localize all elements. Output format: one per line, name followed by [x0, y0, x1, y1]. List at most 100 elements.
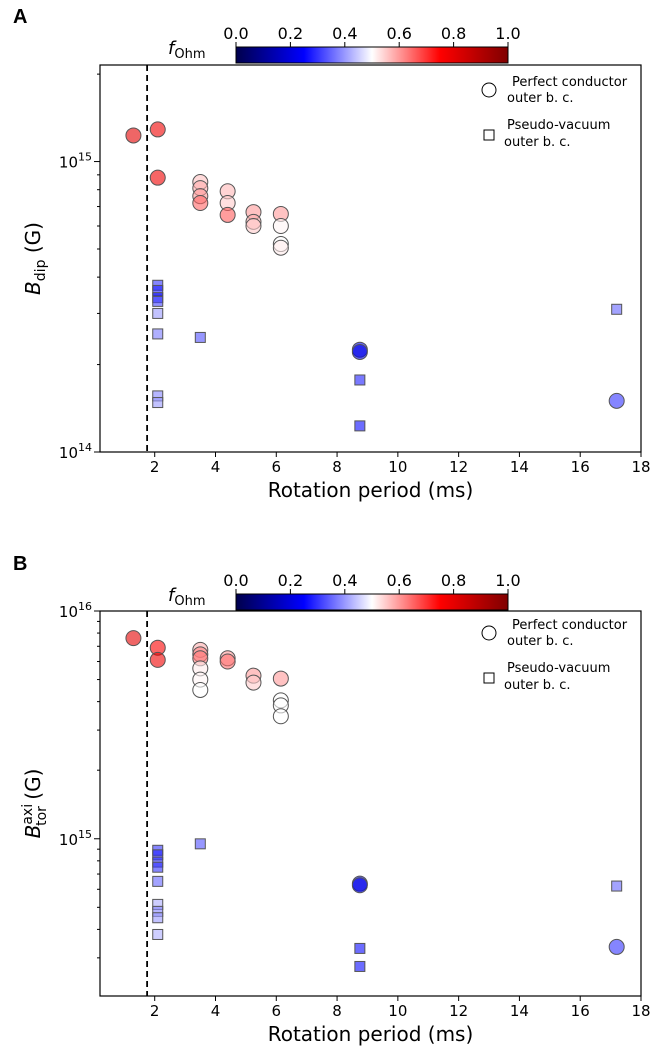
- y-axis-label: Baxitor (G): [20, 769, 50, 839]
- legend-pc-line1: Perfect conductor: [512, 618, 628, 633]
- legend-square-marker: [483, 672, 495, 684]
- data-point-circle: [219, 206, 236, 223]
- y-tick-label: 1015: [59, 828, 92, 849]
- colorbar-tick-label: 0.6: [386, 24, 411, 43]
- panel-letter: B: [13, 553, 27, 575]
- data-point-circle: [245, 674, 262, 691]
- legend-circle-marker: [481, 625, 497, 641]
- data-point-circle: [125, 127, 142, 144]
- data-point-square: [152, 912, 164, 924]
- data-point-circle: [219, 653, 236, 670]
- data-point-circle: [125, 630, 142, 647]
- data-point-square: [152, 307, 164, 319]
- x-axis-label: Rotation period (ms): [268, 1022, 474, 1046]
- data-point-square: [152, 295, 164, 307]
- data-point-circle: [608, 938, 625, 955]
- x-tick-label: 10: [388, 1002, 407, 1020]
- data-point-circle: [272, 670, 289, 687]
- colorbar: fOhm 0.0 0.2 0.4 0.6 0.8 1.0: [168, 571, 521, 611]
- colorbar-tick-label: 0.0: [223, 571, 248, 590]
- x-tick-label: 6: [272, 458, 282, 476]
- colorbar-tick-label: 0.8: [441, 571, 466, 590]
- y-tick-label: 1014: [59, 441, 92, 462]
- data-point-circle: [192, 194, 209, 211]
- data-point-circle: [149, 121, 166, 138]
- x-tick-label: 8: [332, 1002, 342, 1020]
- data-point-square: [354, 960, 366, 972]
- x-tick-label: 12: [449, 1002, 468, 1020]
- data-point-square: [152, 397, 164, 409]
- x-tick-label: 2: [150, 1002, 160, 1020]
- data-point-circle: [608, 392, 625, 409]
- x-axis-label: Rotation period (ms): [268, 478, 474, 502]
- data-point-square: [354, 374, 366, 386]
- data-point-square: [152, 328, 164, 340]
- data-point-square: [152, 928, 164, 940]
- plot-frame: [99, 610, 642, 997]
- data-point-square: [354, 942, 366, 954]
- colorbar: fOhm 0.0 0.2 0.4 0.6 0.8 1.0: [168, 24, 521, 64]
- colorbar-label: fOhm: [168, 38, 205, 62]
- colorbar-tick-label: 0.2: [278, 24, 303, 43]
- x-tick-label: 14: [510, 458, 529, 476]
- x-tick-label: 4: [211, 458, 221, 476]
- colorbar-gradient: [235, 46, 509, 64]
- data-point-circle: [351, 877, 368, 894]
- data-point-circle: [272, 239, 289, 256]
- x-tick-label: 8: [332, 458, 342, 476]
- data-point-square: [194, 331, 206, 343]
- x-tick-label: 18: [631, 1002, 650, 1020]
- x-tick-label: 2: [150, 458, 160, 476]
- legend-pv-line1: Pseudo-vacuum: [507, 118, 610, 133]
- data-point-square: [152, 861, 164, 873]
- data-point-circle: [245, 217, 262, 234]
- data-point-circle: [192, 681, 209, 698]
- legend-pv-line2: outer b. c.: [504, 678, 571, 693]
- colorbar-tick-label: 0.2: [278, 571, 303, 590]
- x-tick-label: 16: [571, 458, 590, 476]
- x-tick-label: 14: [510, 1002, 529, 1020]
- colorbar-tick-label: 0.4: [332, 571, 357, 590]
- legend-pc-line2: outer b. c.: [507, 91, 574, 106]
- legend-circle-marker: [481, 82, 497, 98]
- x-tick-label: 6: [272, 1002, 282, 1020]
- colorbar-tick-label: 1.0: [495, 571, 520, 590]
- data-point-circle: [272, 708, 289, 725]
- x-tick-label: 18: [631, 458, 650, 476]
- data-point-square: [194, 838, 206, 850]
- y-tick-label: 1016: [59, 600, 92, 621]
- colorbar-label: fOhm: [168, 585, 205, 609]
- colorbar-tick-label: 0.8: [441, 24, 466, 43]
- legend-pv-line2: outer b. c.: [504, 135, 571, 150]
- x-tick-label: 12: [449, 458, 468, 476]
- x-tick-label: 4: [211, 1002, 221, 1020]
- data-point-square: [611, 880, 623, 892]
- data-point-circle: [272, 217, 289, 234]
- data-point-square: [611, 303, 623, 315]
- x-tick-label: 10: [388, 458, 407, 476]
- data-point-circle: [351, 343, 368, 360]
- data-point-square: [354, 420, 366, 432]
- panel-letter: A: [13, 6, 27, 28]
- x-tick-label: 16: [571, 1002, 590, 1020]
- legend-pc-line1: Perfect conductor: [512, 75, 628, 90]
- legend-square-marker: [483, 129, 495, 141]
- colorbar-tick-label: 1.0: [495, 24, 520, 43]
- colorbar-gradient: [235, 593, 509, 611]
- data-point-square: [152, 875, 164, 887]
- data-point-circle: [149, 169, 166, 186]
- data-point-circle: [149, 651, 166, 668]
- plot-frame: [99, 64, 642, 453]
- y-tick-label: 1015: [59, 151, 92, 172]
- y-axis-label: Bdip (G): [21, 222, 49, 295]
- legend-pc-line2: outer b. c.: [507, 634, 574, 649]
- colorbar-tick-label: 0.6: [386, 571, 411, 590]
- colorbar-tick-label: 0.4: [332, 24, 357, 43]
- legend-pv-line1: Pseudo-vacuum: [507, 661, 610, 676]
- colorbar-tick-label: 0.0: [223, 24, 248, 43]
